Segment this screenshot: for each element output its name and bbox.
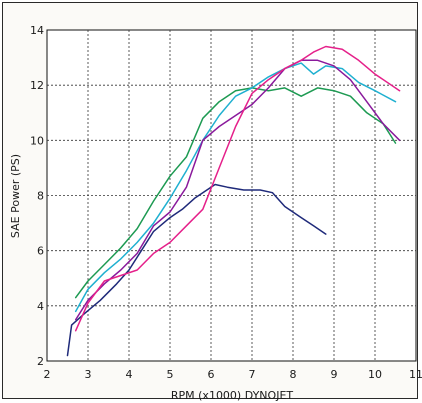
y-tick-label: 6 [37, 245, 44, 258]
x-tick-label: 7 [249, 368, 256, 381]
y-tick-label: 14 [30, 24, 44, 37]
series-line-4 [74, 59, 401, 321]
x-tick-label: 4 [126, 368, 133, 381]
y-tick-label: 8 [37, 190, 44, 203]
x-tick-label: 11 [409, 368, 422, 381]
series-line-5 [74, 45, 401, 332]
x-tick-label: 10 [368, 368, 382, 381]
y-tick-label: 2 [37, 355, 44, 368]
y-tick-label: 10 [30, 134, 44, 147]
y-tick-label: 12 [30, 79, 44, 92]
x-tick-label: 9 [331, 368, 338, 381]
y-tick-labels: 2 4 6 8 10 12 14 [30, 24, 44, 368]
x-tick-label: 8 [290, 368, 297, 381]
grid-lines [47, 30, 416, 361]
x-tick-labels: 2 3 4 5 6 7 8 9 10 11 [44, 368, 422, 381]
x-tick-label: 2 [44, 368, 51, 381]
x-axis-label: RPM (x1000) DYNOJET [171, 389, 294, 402]
y-tick-label: 4 [37, 300, 44, 313]
series-line-1 [66, 183, 327, 357]
series-line-2 [74, 87, 397, 299]
x-tick-label: 5 [167, 368, 174, 381]
y-axis-label: SAE Power (PS) [9, 154, 22, 238]
x-tick-label: 3 [85, 368, 92, 381]
x-tick-label: 6 [208, 368, 215, 381]
series-layer [66, 45, 401, 357]
